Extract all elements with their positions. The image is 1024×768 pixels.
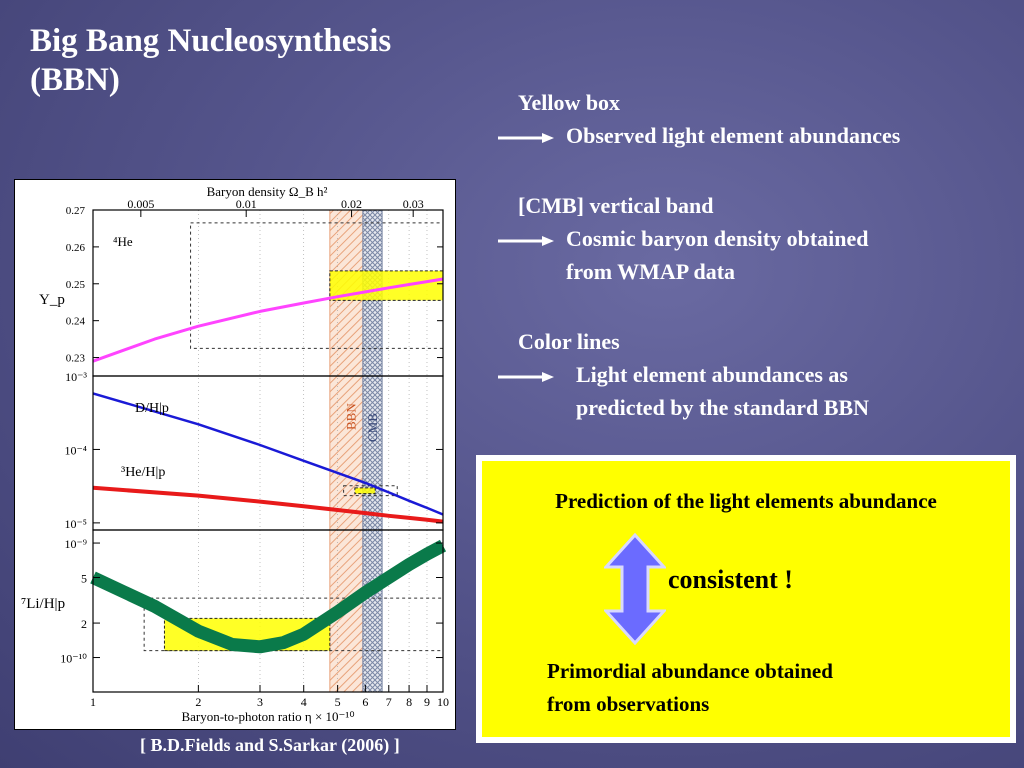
x-tick-label: 5 [335,695,341,709]
note-desc-line: from WMAP data [566,259,736,284]
double-arrow-icon [604,533,666,645]
y-tick-label: 10⁻⁴ [64,443,87,457]
series-line [92,485,444,524]
y-tick-label: 0.24 [66,316,86,328]
x-tick-label: 6 [362,695,368,709]
bbn-abundance-chart: 0.23 0.24 0.25 0.26 0.27 10⁻³ 10⁻⁴ 10⁻⁵ 10⁻⁹ 5 2 10… [14,179,456,730]
conclusion-panel: Prediction of the light elements abundan… [476,455,1016,743]
observed-yellow-box [354,487,376,495]
x-tick-label: 4 [301,695,307,709]
observed-yellow-box [329,270,444,301]
li7-ylabel: ⁷Li/H|p [21,596,65,612]
series-line [92,277,444,363]
note-color-lines: Color lines Light element abundances as … [498,325,869,424]
y-tick-label: 0.25 [66,279,86,291]
y-tick-label: 10⁻¹⁰ [60,652,87,666]
panel-frame [92,529,444,693]
x-tick-label: 3 [257,695,263,709]
series-line [90,539,447,654]
prediction-text: Prediction of the light elements abundan… [555,489,937,513]
primordial-line-2: from observations [547,692,710,716]
y-tick-label: 10⁻⁹ [64,537,87,551]
note-yellow-box: Yellow box Observed light element abunda… [498,86,901,152]
top-tick-label: 0.03 [403,197,424,211]
note-head: Yellow box [518,90,621,115]
title-line-1: Big Bang Nucleosynthesis [30,23,392,59]
dh-label: D/H|p [135,401,169,416]
note-desc-line: Light element abundances as [576,362,848,387]
he3-label: ³He/H|p [121,465,165,480]
slide-title: Big Bang Nucleosynthesis (BBN) [30,22,490,100]
y-tick-label: 2 [81,617,87,631]
primordial-line-1: Primordial abundance obtained [547,659,833,683]
series-line [92,392,444,516]
x-tick-label: 7 [386,695,392,709]
chart-svg: 0.230.240.250.260.2710⁻³10⁻⁴10⁻⁵10⁻⁹5210… [21,184,449,724]
top-tick-label: 0.005 [127,197,154,211]
top-axis-label: Baryon density Ω_B h² [207,184,328,199]
right-arrow-icon [498,372,554,382]
right-arrow-icon [498,133,554,143]
right-arrow-icon [498,236,554,246]
note-head: [CMB] vertical band [518,193,714,218]
y-tick-label: 0.27 [66,205,86,217]
bbn-band-label: BBN [343,403,358,430]
panel-frame [92,375,444,531]
note-desc-line: predicted by the standard BBN [576,395,869,420]
top-tick-label: 0.02 [341,197,362,211]
top-tick-label: 0.01 [236,197,257,211]
cmb-band-label: CMB [365,413,380,442]
x-tick-label: 8 [406,695,412,709]
conclusion-panel-inner: Prediction of the light elements abundan… [482,461,1010,737]
note-desc-line: Cosmic baryon density obtained [566,226,869,251]
x-tick-label: 9 [424,695,430,709]
dashed-box [190,222,444,349]
title-line-2: (BBN) [30,62,120,98]
note-desc-line: Observed light element abundances [566,123,901,148]
he4-ylabel: Y_p [39,292,65,308]
y-tick-label: 0.23 [66,353,86,365]
primordial-text: Primordial abundance obtained from obser… [547,655,833,721]
x-axis-label: Baryon-to-photon ratio η × 10⁻¹⁰ [181,709,354,724]
x-tick-label: 2 [195,695,201,709]
x-tick-label: 10 [437,695,449,709]
citation: [ B.D.Fields and S.Sarkar (2006) ] [140,735,400,755]
note-cmb-band: [CMB] vertical band Cosmic baryon densit… [498,189,869,288]
note-head: Color lines [518,329,620,354]
consistent-text: consistent ! [668,565,793,594]
he4-annotation: ⁴He [113,234,133,249]
y-tick-label: 0.26 [66,242,86,254]
y-tick-label: 5 [81,572,87,586]
x-tick-label: 1 [90,695,96,709]
y-tick-label: 10⁻³ [65,370,87,384]
y-tick-label: 10⁻⁵ [64,517,87,531]
